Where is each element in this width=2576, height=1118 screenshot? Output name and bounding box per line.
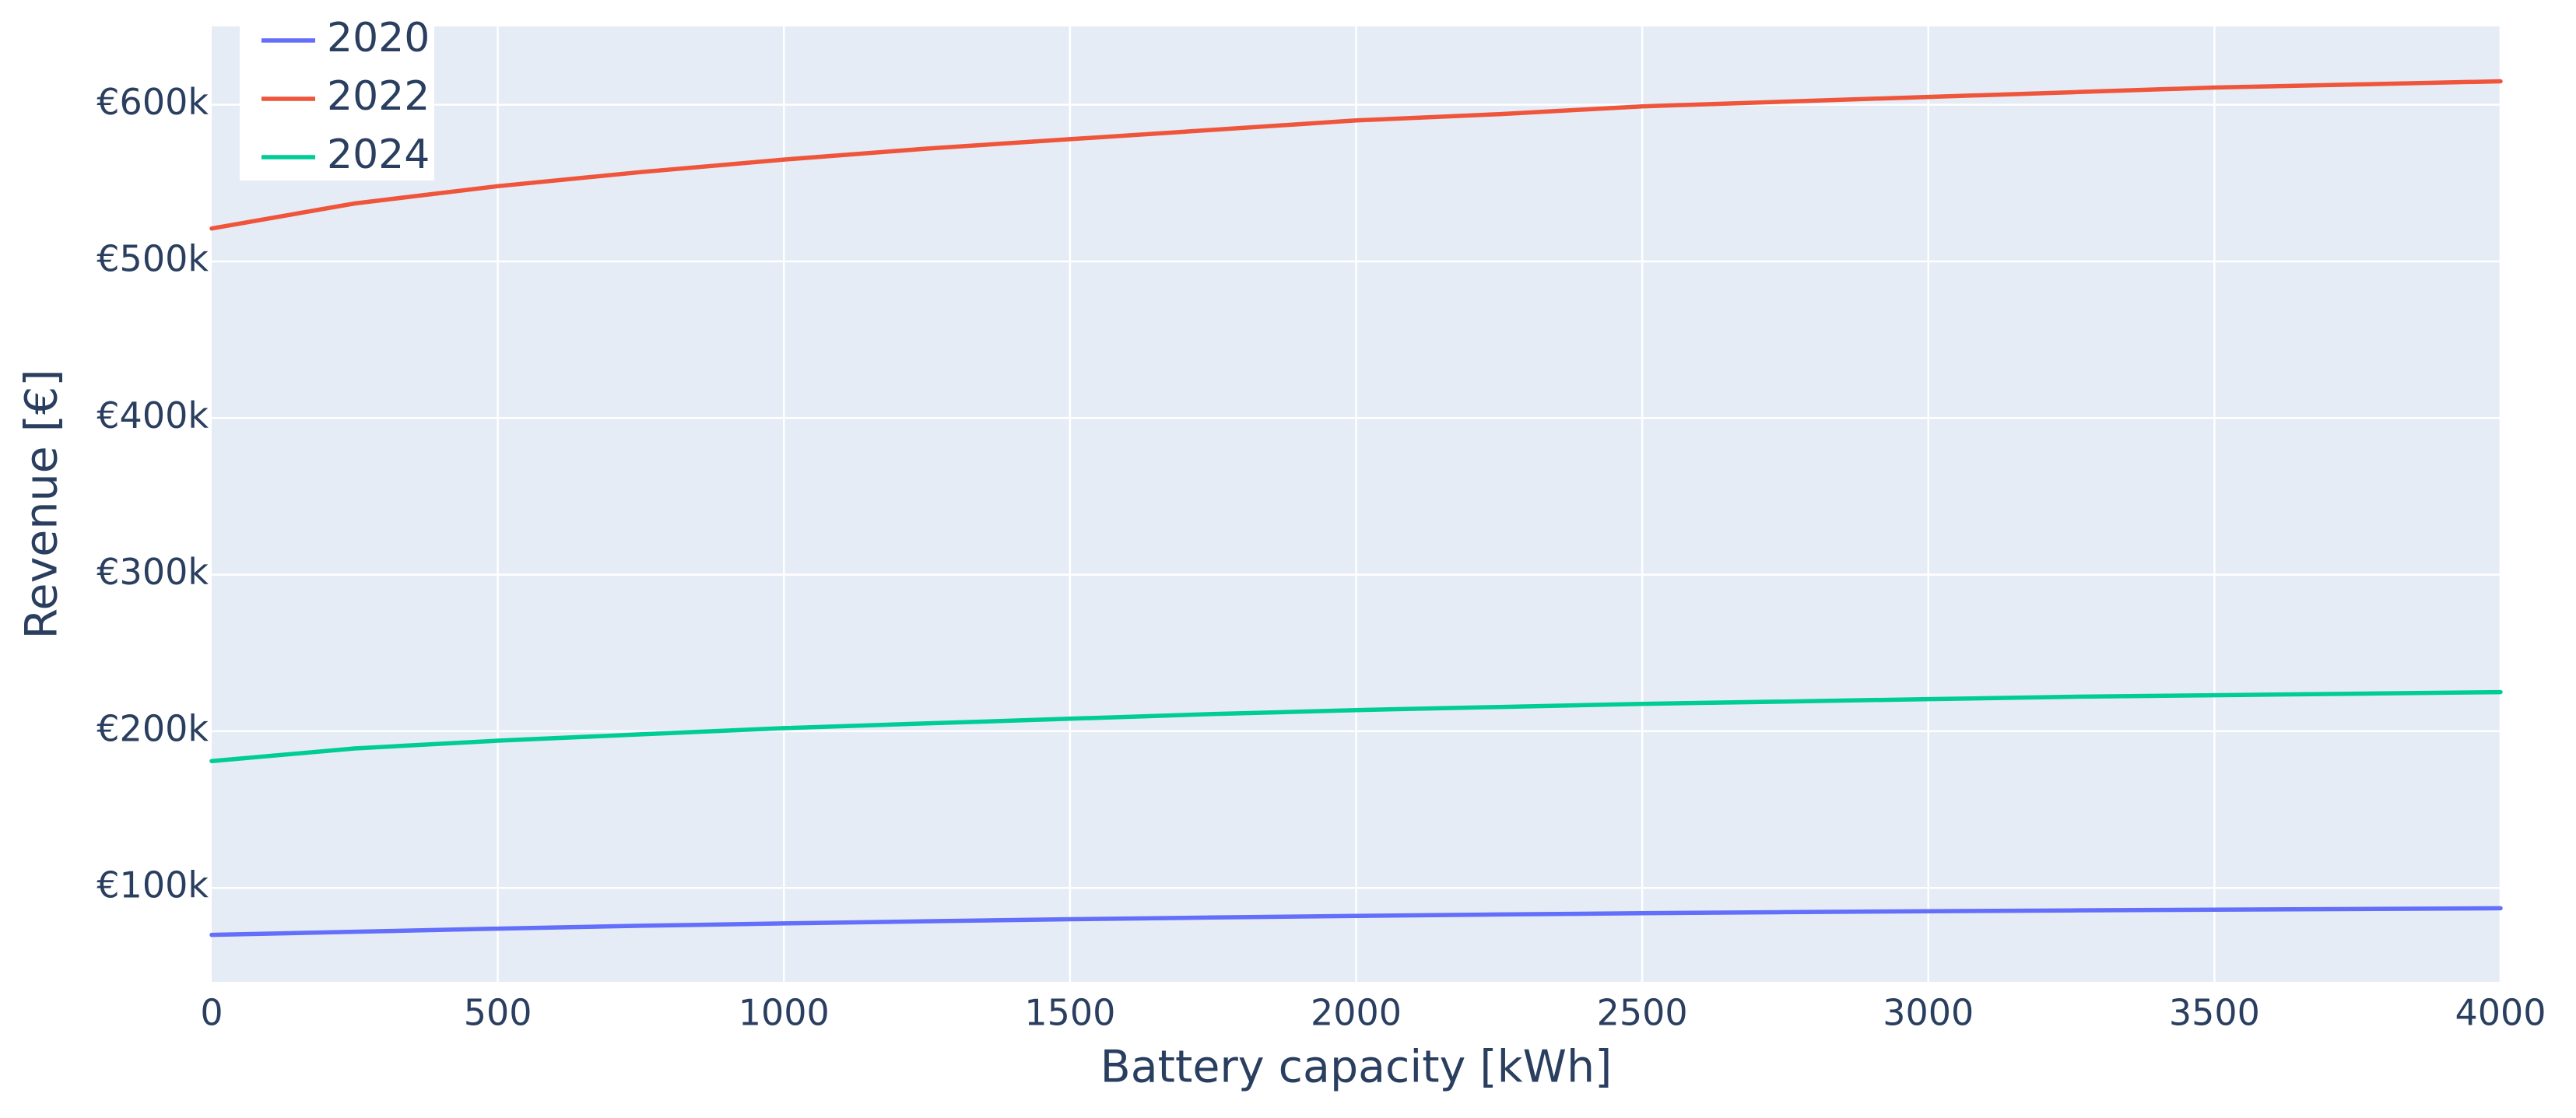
x-tick-label: 2000	[1311, 992, 1402, 1034]
x-tick-label: 2500	[1597, 992, 1688, 1034]
legend-item-2022[interactable]: 2022	[261, 73, 430, 120]
series-lines	[209, 79, 2503, 938]
x-tick-label: 3000	[1883, 992, 1974, 1034]
y-tick-label: €600k	[97, 81, 209, 123]
legend-item-2024[interactable]: 2024	[261, 131, 430, 178]
x-tick-label: 0	[200, 992, 223, 1034]
x-axis-ticks: 0 500 1000 1500 2000 2500 3000 3500 4000	[200, 992, 2546, 1034]
series-line-2020[interactable]	[209, 906, 2503, 938]
y-tick-label: €200k	[97, 707, 209, 749]
legend-label: 2020	[327, 15, 430, 61]
legend[interactable]: 2020 2022 2024	[240, 15, 434, 180]
legend-label: 2024	[327, 131, 430, 178]
x-tick-label: 500	[464, 992, 532, 1034]
y-tick-label: €300k	[97, 551, 209, 593]
y-tick-label: €100k	[97, 864, 209, 906]
x-axis-title: Battery capacity [kWh]	[1100, 1042, 1613, 1093]
gridlines	[212, 26, 2502, 982]
x-tick-label: 1000	[739, 992, 830, 1034]
legend-label: 2022	[327, 73, 430, 120]
y-tick-label: €500k	[97, 237, 209, 279]
x-tick-label: 3500	[2169, 992, 2260, 1034]
legend-background	[240, 26, 434, 180]
y-axis-title: Revenue [€]	[16, 369, 68, 639]
y-axis-ticks: €100k €200k €300k €400k €500k €600k	[97, 81, 209, 906]
series-line-2024[interactable]	[209, 689, 2503, 763]
series-line-2022[interactable]	[209, 79, 2503, 231]
x-tick-label: 1500	[1024, 992, 1115, 1034]
legend-item-2020[interactable]: 2020	[261, 15, 430, 61]
y-tick-label: €400k	[97, 394, 209, 436]
x-tick-label: 4000	[2455, 992, 2546, 1034]
